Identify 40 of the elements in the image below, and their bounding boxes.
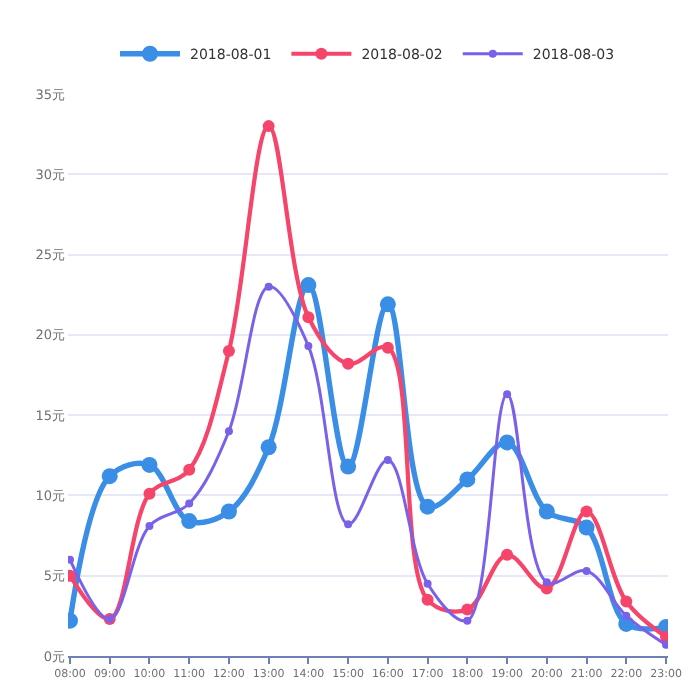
point xyxy=(383,456,392,465)
point xyxy=(183,463,196,476)
point xyxy=(222,344,235,357)
point xyxy=(620,595,633,608)
point xyxy=(538,503,555,520)
point xyxy=(622,611,631,620)
point xyxy=(145,521,154,530)
point xyxy=(503,390,512,399)
point xyxy=(578,519,595,536)
point xyxy=(421,593,434,606)
point xyxy=(662,640,668,649)
point xyxy=(262,120,275,133)
point xyxy=(379,296,396,313)
point xyxy=(423,579,432,588)
point xyxy=(143,487,156,500)
point xyxy=(580,505,593,518)
point xyxy=(459,471,476,488)
point xyxy=(499,434,516,451)
point xyxy=(68,555,74,564)
point xyxy=(344,520,353,529)
point xyxy=(141,456,158,473)
point xyxy=(463,616,472,625)
point xyxy=(381,341,394,354)
point xyxy=(101,468,118,485)
point xyxy=(304,342,313,351)
point xyxy=(419,498,436,515)
point xyxy=(501,548,514,561)
point xyxy=(582,566,591,575)
point xyxy=(264,282,273,291)
point xyxy=(461,603,474,616)
point xyxy=(300,277,317,294)
point xyxy=(220,503,237,520)
point xyxy=(224,427,233,436)
point xyxy=(260,439,277,456)
point xyxy=(302,311,315,324)
point xyxy=(340,458,357,475)
point xyxy=(342,357,355,370)
point xyxy=(181,513,198,530)
point xyxy=(185,499,194,508)
point xyxy=(542,578,551,587)
